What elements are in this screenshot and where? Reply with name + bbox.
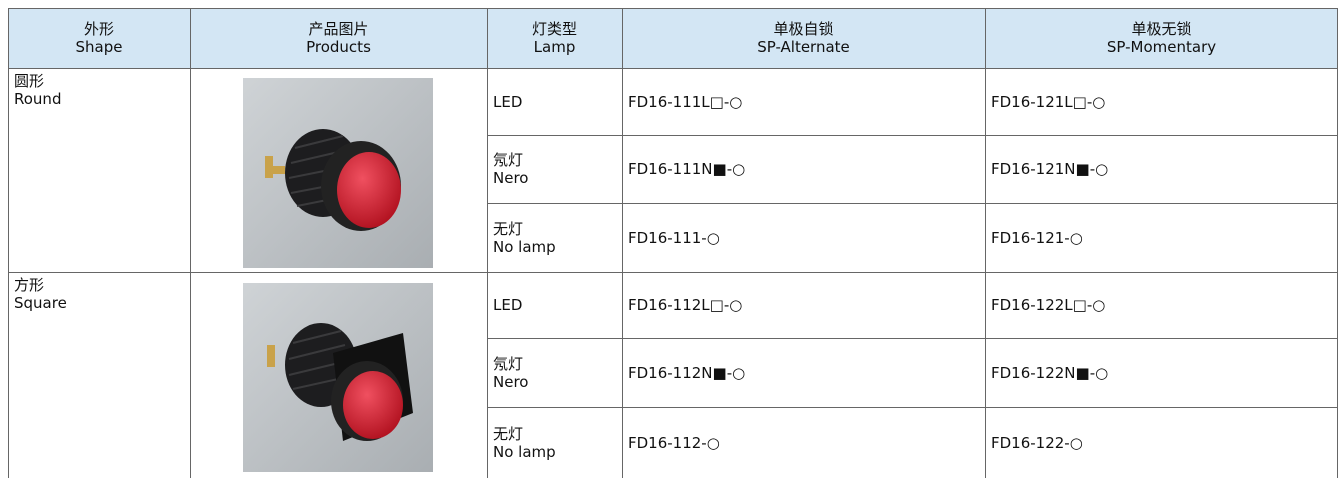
cell-text: Products bbox=[306, 38, 371, 56]
cell-text: FD16-112N■-○ bbox=[628, 363, 746, 382]
cell-text: LED bbox=[493, 92, 523, 111]
cell-text: Lamp bbox=[533, 38, 576, 56]
top-line bbox=[8, 8, 1338, 9]
alternate-cell: FD16-112N■-○ bbox=[622, 338, 985, 407]
cell-text: 产品图片 bbox=[308, 20, 369, 38]
header-cell: 产品图片 Products bbox=[190, 8, 487, 68]
cell-text: FD16-121L□-○ bbox=[991, 92, 1106, 111]
lamp-cell: 无灯 No lamp bbox=[487, 203, 622, 272]
cell-text: FD16-112-○ bbox=[628, 433, 720, 452]
lamp-cell: 无灯 No lamp bbox=[487, 407, 622, 478]
cell-text: 方形 bbox=[14, 276, 45, 294]
column-line bbox=[190, 8, 191, 478]
cell-text: FD16-111-○ bbox=[628, 228, 720, 247]
cell-text: No lamp bbox=[493, 442, 556, 461]
column-line bbox=[8, 8, 9, 478]
momentary-cell: FD16-122N■-○ bbox=[985, 338, 1338, 407]
header-cell: 外形 Shape bbox=[8, 8, 190, 68]
cell-text: Square bbox=[14, 294, 67, 312]
momentary-cell: FD16-121-○ bbox=[985, 203, 1338, 272]
alternate-cell: FD16-112L□-○ bbox=[622, 272, 985, 338]
cell-text: FD16-121N■-○ bbox=[991, 160, 1109, 178]
group-line bbox=[8, 68, 1338, 69]
lamp-cell: 氖灯 Nero bbox=[487, 135, 622, 203]
header-cell: 灯类型 Lamp bbox=[487, 8, 622, 68]
cell-text: Nero bbox=[493, 372, 529, 391]
cell-text: 无灯 bbox=[493, 219, 524, 238]
cell-text: FD16-122N■-○ bbox=[991, 363, 1109, 382]
row-line bbox=[487, 203, 1338, 204]
cell-text: No lamp bbox=[493, 237, 556, 256]
lamp-cell: LED bbox=[487, 68, 622, 135]
column-line bbox=[487, 8, 488, 478]
product-photo-round bbox=[243, 78, 433, 268]
cell-text: Round bbox=[14, 90, 62, 108]
cell-text: 氖灯 bbox=[493, 354, 524, 373]
row-line bbox=[487, 407, 1338, 408]
alternate-cell: FD16-112-○ bbox=[622, 407, 985, 478]
cell-text: 圆形 bbox=[14, 72, 45, 90]
momentary-cell: FD16-121N■-○ bbox=[985, 135, 1338, 203]
momentary-cell: FD16-121L□-○ bbox=[985, 68, 1338, 135]
momentary-cell: FD16-122-○ bbox=[985, 407, 1338, 478]
cell-text: 单极无锁 bbox=[1131, 20, 1192, 38]
lamp-cell: 氖灯 Nero bbox=[487, 338, 622, 407]
lamp-cell: LED bbox=[487, 272, 622, 338]
column-line bbox=[622, 8, 623, 478]
shape-cell: 方形 Square bbox=[8, 272, 190, 478]
cell-text: FD16-111L□-○ bbox=[628, 92, 743, 111]
cell-text: 氖灯 bbox=[493, 151, 524, 169]
cell-text: FD16-122-○ bbox=[991, 433, 1083, 452]
shape-cell: 圆形 Round bbox=[8, 68, 190, 272]
cell-text: 灯类型 bbox=[531, 20, 577, 38]
momentary-cell: FD16-122L□-○ bbox=[985, 272, 1338, 338]
row-line bbox=[487, 338, 1338, 339]
cell-text: FD16-121-○ bbox=[991, 228, 1083, 247]
cell-text: FD16-111N■-○ bbox=[628, 160, 746, 178]
alternate-cell: FD16-111-○ bbox=[622, 203, 985, 272]
header-bg bbox=[8, 8, 1338, 68]
cell-text: FD16-122L□-○ bbox=[991, 296, 1106, 314]
row-line bbox=[487, 135, 1338, 136]
group-line bbox=[8, 272, 1338, 273]
cell-text: FD16-112L□-○ bbox=[628, 296, 743, 314]
header-cell: 单极无锁 SP-Momentary bbox=[985, 8, 1338, 68]
cell-text: SP-Alternate bbox=[757, 38, 850, 56]
alternate-cell: FD16-111N■-○ bbox=[622, 135, 985, 203]
cell-text: 无灯 bbox=[493, 424, 524, 443]
cell-text: SP-Momentary bbox=[1106, 38, 1217, 56]
cell-text: 单极自锁 bbox=[773, 20, 834, 38]
alternate-cell: FD16-111L□-○ bbox=[622, 68, 985, 135]
product-photo-square bbox=[243, 283, 433, 472]
column-line bbox=[985, 8, 986, 478]
cell-text: Shape bbox=[75, 38, 123, 56]
cell-text: Nero bbox=[493, 169, 529, 187]
cell-text: LED bbox=[493, 296, 523, 314]
cell-text: 外形 bbox=[83, 20, 114, 38]
header-cell: 单极自锁 SP-Alternate bbox=[622, 8, 985, 68]
